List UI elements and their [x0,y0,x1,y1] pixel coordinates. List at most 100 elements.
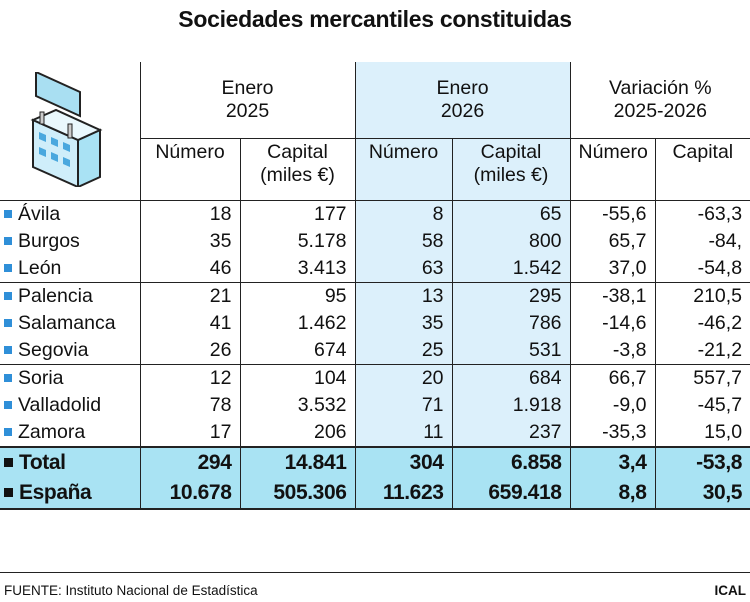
table-cell: 3.413 [239,254,356,283]
table-cell: -84, [654,227,750,255]
table-cell: 3.532 [239,391,356,420]
table-cell: 684 [451,363,571,392]
row-label: Ávila [0,199,140,228]
row-label: España [0,478,140,511]
table-cell: 65,7 [569,227,656,255]
subheader: Capital (miles €) [239,137,356,200]
bullet-square-icon [4,373,12,382]
bullet-square-icon [4,209,12,218]
table-cell: -46,2 [654,309,750,337]
table-cell: 10.678 [139,478,240,511]
subheader: Número [139,137,240,200]
table-row: Valladolid 78 3.532 71 1.918 -9,0 -45,7 [0,391,750,420]
group-header-2025: Enero 2025 [139,62,356,138]
row-name: Palencia [18,284,93,307]
brand-logo: ICAL [714,583,747,598]
table-cell: 104 [239,363,356,392]
table-cell: 46 [139,254,240,283]
row-name: León [18,256,62,279]
row-name: Ávila [18,202,61,225]
row-label: Zamora [0,419,140,447]
table-cell: -14,6 [569,309,656,337]
subheader: Número [569,137,656,200]
row-label: León [0,255,140,283]
bullet-square-icon [4,488,13,498]
table-cell: 18 [139,199,240,228]
table-cell: 71 [354,391,453,420]
bullet-square-icon [4,236,12,245]
table-row: Salamanca 41 1.462 35 786 -14,6 -46,2 [0,309,750,337]
table-cell: 659.418 [451,478,571,511]
table-cell: 531 [451,336,571,365]
table-cell: -21,2 [654,336,750,365]
table-cell: -45,7 [654,391,750,420]
table-cell: 41 [139,309,240,337]
table-cell: 177 [239,199,356,228]
table-cell: 5.178 [239,227,356,255]
table-cell: 13 [354,281,453,310]
table-row: Segovia 26 674 25 531 -3,8 -21,2 [0,336,750,365]
table-row: León 46 3.413 63 1.542 37,0 -54,8 [0,254,750,283]
table-cell: -54,8 [654,254,750,283]
data-table: Enero 2025 Enero 2026 Variación % 2025-2026… [0,62,750,511]
table-cell: 786 [451,309,571,337]
table-row: Soria 12 104 20 684 66,7 557,7 [0,363,750,392]
table-cell: 505.306 [239,478,356,511]
table-cell: -53,8 [654,446,750,479]
table-cell: 14.841 [239,446,356,479]
table-cell: -55,6 [569,199,656,228]
bullet-square-icon [4,318,12,327]
table-cell: 1.542 [451,254,571,283]
table-cell: 8,8 [569,478,656,511]
table-cell: 30,5 [654,478,750,511]
table-cell: 11 [354,419,453,448]
table-cell: 1.918 [451,391,571,420]
table-cell: 66,7 [569,363,656,392]
table-cell: 78 [139,391,240,420]
table-cell: -38,1 [569,281,656,310]
table-row: Palencia 21 95 13 295 -38,1 210,5 [0,281,750,310]
bullet-square-icon [4,291,12,300]
page-title: Sociedades mercantiles constituidas [178,6,572,32]
table-row: Zamora 17 206 11 237 -35,3 15,0 [0,419,750,448]
row-name: España [19,481,92,505]
bullet-square-icon [4,345,12,354]
table-cell: 15,0 [654,419,750,448]
table-cell: 25 [354,336,453,365]
table-cell: 12 [139,363,240,392]
row-label: Palencia [0,281,140,310]
table-cell: 800 [451,227,571,255]
total-row: España 10.678 505.306 11.623 659.418 8,8 30,5 [0,478,750,511]
table-cell: 210,5 [654,281,750,310]
row-name: Salamanca [18,311,116,334]
table-cell: 11.623 [354,478,453,511]
table-cell: 26 [139,336,240,365]
bullet-square-icon [4,263,12,272]
table-row: Ávila 18 177 8 65 -55,6 -63,3 [0,199,750,228]
table-cell: 304 [354,446,453,479]
table-cell: 35 [354,309,453,337]
table-cell: 65 [451,199,571,228]
table-cell: 63 [354,254,453,283]
table-cell: 237 [451,419,571,448]
table-cell: 20 [354,363,453,392]
table-row: Burgos 35 5.178 58 800 65,7 -84, [0,227,750,255]
table-cell: -63,3 [654,199,750,228]
bullet-square-icon [4,458,13,468]
office-building-icon [30,72,103,187]
subheader: Número [354,137,453,200]
table-cell: 557,7 [654,363,750,392]
divider [0,572,750,573]
subheader: Capital (miles €) [451,137,571,200]
row-label: Total [0,446,140,479]
row-name: Total [19,451,66,475]
group-header-variation: Variación % 2025-2026 [569,62,750,138]
table-cell: 674 [239,336,356,365]
table-cell: 6.858 [451,446,571,479]
row-label: Valladolid [0,392,140,419]
table-cell: 295 [451,281,571,310]
table-cell: 58 [354,227,453,255]
bullet-square-icon [4,428,12,437]
table-cell: 8 [354,199,453,228]
total-row: Total 294 14.841 304 6.858 3,4 -53,8 [0,446,750,479]
